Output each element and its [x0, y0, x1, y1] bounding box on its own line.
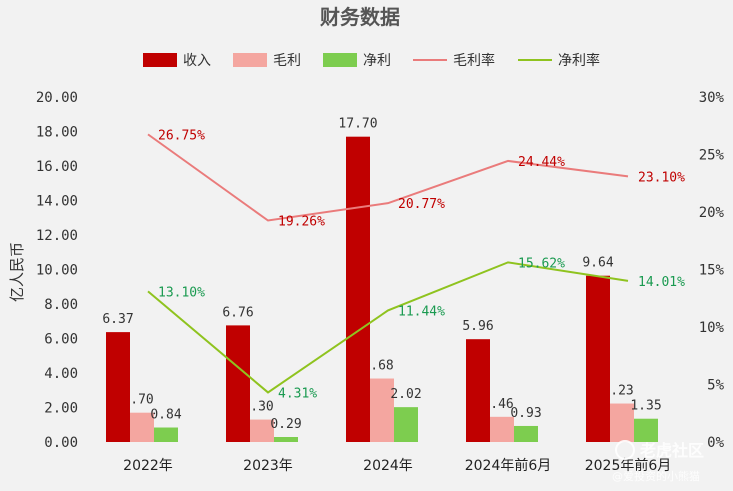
y-tick-label: 10.00 [36, 263, 78, 279]
x-tick-label: 2024年 [363, 458, 413, 474]
data-labels: 6.37 6.76 17.70 5.96 9.64 .70 .30 .68 .46 .23 0.84… [102, 117, 685, 432]
watermark-logo-text: 老虎社区 [639, 441, 704, 460]
y-tick-label: 16.00 [36, 159, 78, 175]
bar-value-label: 9.64 [582, 256, 613, 271]
bar-净利 [274, 436, 298, 442]
x-tick-label: 2022年 [123, 458, 173, 474]
bar-value-label: 17.70 [338, 117, 377, 132]
bar-净利 [154, 427, 178, 442]
bar-value-label: 0.84 [150, 408, 181, 423]
bar-value-label: .68 [370, 359, 393, 374]
bar-净利 [634, 418, 658, 442]
bar-毛利 [610, 403, 634, 442]
legend-swatch-净利 [323, 53, 357, 67]
line-value-label: 14.01% [638, 275, 685, 290]
line-毛利率 [147, 133, 629, 222]
x-axis-ticks: 2022年 2023年 2024年 2024年前6月 2025年前6月 [123, 457, 671, 474]
line-value-label: 19.26% [278, 215, 325, 230]
watermark-user-text: @爱投资的小熊猫 [612, 469, 700, 483]
bar-value-label: .46 [490, 397, 513, 412]
bar-收入 [466, 339, 490, 442]
bar-value-label: .23 [610, 384, 633, 399]
bar-value-label: 1.35 [630, 399, 661, 414]
y-tick-label: 18.00 [36, 125, 78, 141]
legend-label-净利: 净利 [363, 53, 391, 69]
y-axis-ticks: 0.00 2.00 4.00 6.00 8.00 10.00 12.00 14.00 16.00… [36, 90, 78, 451]
y2-tick-label: 25% [699, 148, 725, 164]
bar-value-label: 2.02 [390, 387, 421, 402]
y2-tick-label: 5% [707, 378, 724, 394]
chart-title: 财务数据 [320, 5, 400, 29]
bar-value-label: 6.76 [222, 305, 253, 320]
bar-value-label: 6.37 [102, 312, 133, 327]
y2-tick-label: 10% [699, 320, 725, 336]
bar-收入 [226, 325, 250, 442]
lines [147, 133, 629, 394]
y-tick-label: 4.00 [44, 366, 78, 382]
y-tick-label: 8.00 [44, 297, 78, 313]
x-tick-label: 2023年 [243, 458, 293, 474]
line-value-label: 15.62% [518, 256, 565, 271]
y2-tick-label: 0% [707, 435, 724, 451]
legend-label-毛利率: 毛利率 [453, 52, 495, 69]
y-tick-label: 12.00 [36, 228, 78, 244]
y-axis-label: 亿人民币 [8, 242, 26, 302]
line-value-label: 24.44% [518, 155, 565, 170]
watermark-logo-icon [615, 440, 635, 460]
y-tick-label: 6.00 [44, 332, 78, 348]
line-value-label: 4.31% [278, 386, 317, 401]
bar-净利 [394, 407, 418, 442]
bar-毛利 [370, 378, 394, 442]
bar-value-label: 5.96 [462, 319, 493, 334]
x-tick-label: 2024年前6月 [465, 457, 552, 474]
bar-value-label: 0.93 [510, 406, 541, 421]
y-tick-label: 14.00 [36, 194, 78, 210]
legend-swatch-收入 [143, 53, 177, 67]
bar-收入 [346, 136, 370, 443]
watermark: 老虎社区 @爱投资的小熊猫 [612, 440, 704, 483]
y2-tick-label: 20% [699, 205, 725, 221]
legend-label-净利率: 净利率 [558, 52, 600, 69]
bar-毛利 [490, 416, 514, 442]
line-净利率 [147, 261, 629, 394]
y-tick-label: 20.00 [36, 90, 78, 106]
line-value-label: 13.10% [158, 285, 205, 300]
line-value-label: 23.10% [638, 170, 685, 185]
bars [106, 136, 658, 443]
bar-毛利 [250, 419, 274, 442]
line-value-label: 26.75% [158, 128, 205, 143]
line-value-label: 20.77% [398, 197, 445, 212]
bar-净利 [514, 425, 538, 442]
bar-value-label: .30 [250, 400, 273, 415]
line-value-label: 11.44% [398, 304, 445, 319]
y2-tick-label: 30% [699, 90, 725, 106]
y-tick-label: 2.00 [44, 401, 78, 417]
x-tick-label: 2025年前6月 [585, 457, 672, 474]
y-tick-label: 0.00 [44, 435, 78, 451]
bar-value-label: 0.29 [270, 417, 301, 432]
bar-value-label: .70 [130, 393, 153, 408]
legend-swatch-毛利 [233, 53, 267, 67]
legend-label-毛利: 毛利 [273, 53, 301, 69]
bar-毛利 [130, 412, 154, 442]
y2-tick-label: 15% [699, 263, 725, 279]
y2-axis-ticks: 0% 5% 10% 15% 20% 25% 30% [699, 90, 725, 451]
bar-收入 [586, 275, 610, 442]
bar-收入 [106, 332, 130, 442]
legend: 收入 毛利 净利 毛利率 净利率 [143, 52, 600, 69]
legend-label-收入: 收入 [183, 53, 211, 69]
